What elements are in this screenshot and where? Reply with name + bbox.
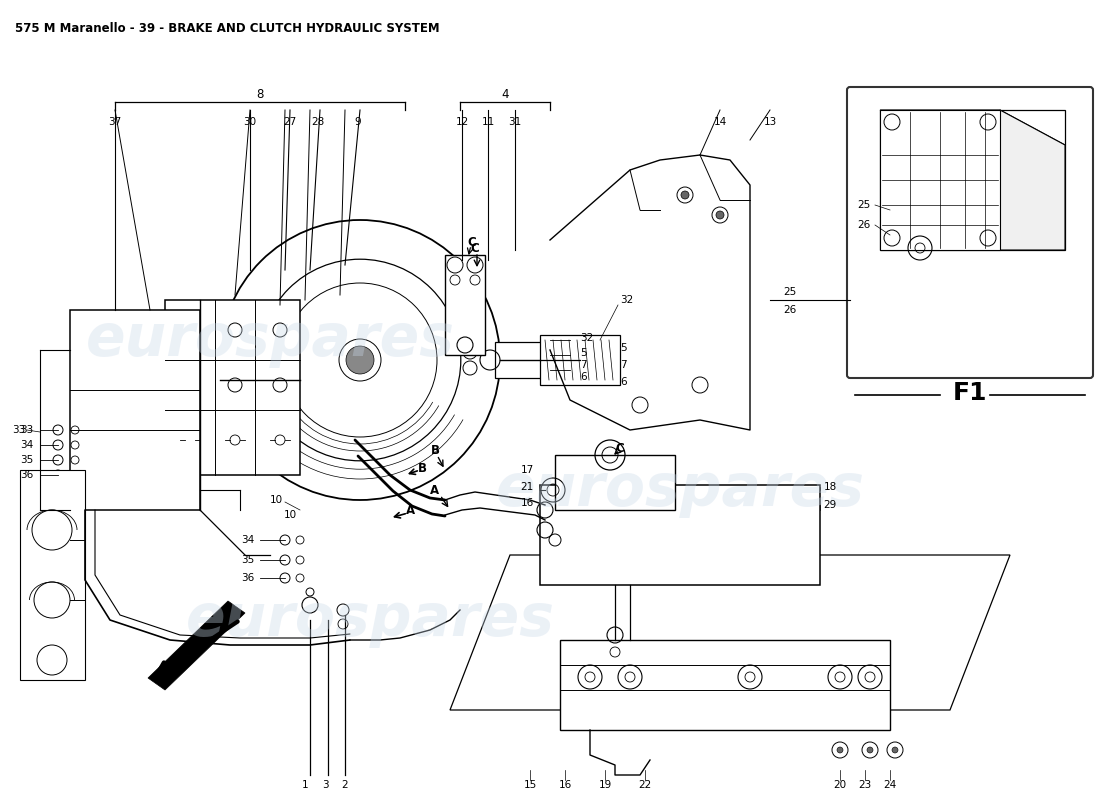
Text: eurospares: eurospares xyxy=(86,311,454,369)
Text: 16: 16 xyxy=(520,498,534,508)
Text: 7: 7 xyxy=(580,360,586,370)
Text: 33: 33 xyxy=(21,425,34,435)
Polygon shape xyxy=(148,601,245,690)
Text: 17: 17 xyxy=(520,465,534,475)
Bar xyxy=(165,300,300,475)
Text: 10: 10 xyxy=(270,495,283,505)
Text: B: B xyxy=(418,462,427,474)
Text: 1: 1 xyxy=(301,780,308,790)
Text: 12: 12 xyxy=(455,117,469,127)
Bar xyxy=(70,310,200,510)
Text: F1: F1 xyxy=(953,381,988,405)
Bar xyxy=(446,255,485,355)
Text: 27: 27 xyxy=(284,117,297,127)
Text: 28: 28 xyxy=(311,117,324,127)
Polygon shape xyxy=(880,110,1065,145)
Text: 26: 26 xyxy=(783,305,796,315)
Text: 32: 32 xyxy=(580,333,593,343)
Text: 4: 4 xyxy=(502,87,508,101)
Text: 6: 6 xyxy=(620,377,627,387)
Bar xyxy=(556,455,675,510)
Text: 21: 21 xyxy=(520,482,534,492)
Circle shape xyxy=(867,747,873,753)
Text: eurospares: eurospares xyxy=(186,591,554,649)
Polygon shape xyxy=(450,555,1010,710)
Text: 22: 22 xyxy=(638,780,651,790)
Text: 15: 15 xyxy=(524,780,537,790)
Text: 34: 34 xyxy=(241,535,254,545)
Text: eurospares: eurospares xyxy=(495,462,865,518)
Bar xyxy=(540,485,820,585)
Text: C: C xyxy=(468,235,476,249)
Circle shape xyxy=(837,747,843,753)
Text: 20: 20 xyxy=(834,780,847,790)
Text: 30: 30 xyxy=(243,117,256,127)
Text: 36: 36 xyxy=(21,470,34,480)
Text: 19: 19 xyxy=(598,780,612,790)
Bar xyxy=(540,335,620,385)
Text: C: C xyxy=(471,242,480,254)
Text: 24: 24 xyxy=(883,780,896,790)
Bar xyxy=(560,640,890,730)
Text: 2: 2 xyxy=(342,780,349,790)
Text: 35: 35 xyxy=(241,555,254,565)
Polygon shape xyxy=(1000,110,1065,250)
Text: 25: 25 xyxy=(857,200,870,210)
Text: 36: 36 xyxy=(241,573,254,583)
Text: 3: 3 xyxy=(321,780,328,790)
FancyBboxPatch shape xyxy=(847,87,1093,378)
Text: 35: 35 xyxy=(21,455,34,465)
Text: 7: 7 xyxy=(620,360,627,370)
Bar xyxy=(495,342,550,378)
Text: B: B xyxy=(430,443,440,457)
Circle shape xyxy=(716,211,724,219)
Text: C: C xyxy=(616,442,625,454)
Circle shape xyxy=(892,747,898,753)
Text: 5: 5 xyxy=(620,343,627,353)
Circle shape xyxy=(681,191,689,199)
Text: 575 M Maranello - 39 - BRAKE AND CLUTCH HYDRAULIC SYSTEM: 575 M Maranello - 39 - BRAKE AND CLUTCH … xyxy=(15,22,440,35)
Text: 8: 8 xyxy=(256,87,264,101)
Text: 26: 26 xyxy=(857,220,870,230)
Text: 33: 33 xyxy=(12,425,25,435)
Text: 5: 5 xyxy=(580,348,586,358)
Text: 25: 25 xyxy=(783,287,796,297)
Text: 29: 29 xyxy=(824,500,837,510)
Text: 32: 32 xyxy=(620,295,634,305)
Text: 6: 6 xyxy=(580,372,586,382)
Circle shape xyxy=(346,346,374,374)
Text: A: A xyxy=(430,483,440,497)
Text: 34: 34 xyxy=(21,440,34,450)
Text: 11: 11 xyxy=(482,117,495,127)
Text: 23: 23 xyxy=(858,780,871,790)
Text: 37: 37 xyxy=(109,117,122,127)
Bar xyxy=(20,470,85,680)
Text: 10: 10 xyxy=(284,510,297,520)
Polygon shape xyxy=(880,110,1000,250)
Text: 14: 14 xyxy=(714,117,727,127)
Text: A: A xyxy=(406,503,415,517)
Text: 16: 16 xyxy=(559,780,572,790)
Bar xyxy=(880,110,1065,250)
Text: 31: 31 xyxy=(508,117,521,127)
Text: 13: 13 xyxy=(763,117,777,127)
Text: 18: 18 xyxy=(824,482,837,492)
Text: 9: 9 xyxy=(354,117,361,127)
